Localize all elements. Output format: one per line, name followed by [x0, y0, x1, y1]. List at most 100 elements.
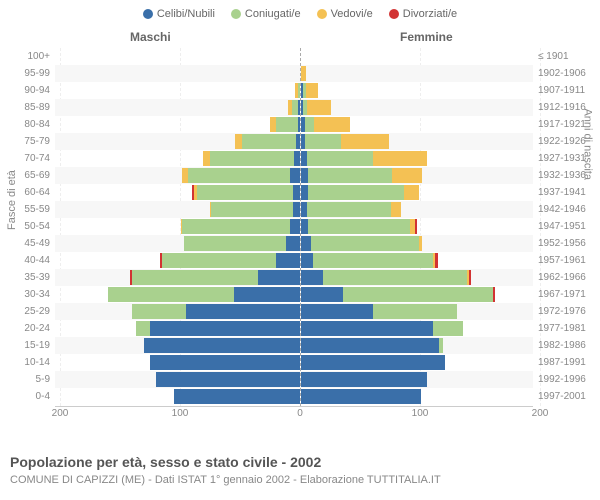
x-tick: 200 [532, 408, 549, 419]
x-tick: 0 [297, 408, 303, 419]
bar-segment [305, 134, 341, 149]
legend-label: Divorziati/e [403, 8, 457, 20]
legend-swatch [143, 9, 153, 19]
age-label: 45-49 [0, 235, 50, 252]
legend-item: Divorziati/e [389, 8, 457, 20]
bar-female [301, 372, 427, 387]
bar-segment [469, 270, 471, 285]
legend-swatch [231, 9, 241, 19]
bar-male [192, 185, 300, 200]
bar-female [301, 304, 457, 319]
bar-male [132, 304, 300, 319]
bar-female [301, 389, 421, 404]
bar-segment [156, 372, 300, 387]
bar-male [181, 219, 300, 234]
bar-segment [404, 185, 418, 200]
bar-segment [184, 236, 286, 251]
bar-segment [307, 202, 391, 217]
bar-segment [306, 83, 318, 98]
bar-segment [197, 185, 293, 200]
birth-label: 1997-2001 [538, 388, 600, 405]
birth-label: 1952-1956 [538, 235, 600, 252]
bar-female [301, 100, 331, 115]
legend-label: Vedovi/e [331, 8, 373, 20]
bar-female [301, 287, 495, 302]
chart-subtitle: COMUNE DI CAPIZZI (ME) - Dati ISTAT 1° g… [10, 474, 441, 486]
bar-male [203, 151, 300, 166]
legend-label: Celibi/Nubili [157, 8, 215, 20]
bar-segment [308, 219, 410, 234]
age-label: 40-44 [0, 252, 50, 269]
birth-label: 1917-1921 [538, 116, 600, 133]
bar-female [301, 270, 471, 285]
bar-male [210, 202, 300, 217]
bar-male [156, 372, 300, 387]
age-label: 20-24 [0, 320, 50, 337]
bar-male [144, 338, 300, 353]
birth-label: 1962-1966 [538, 269, 600, 286]
bar-segment [307, 151, 373, 166]
legend-item: Vedovi/e [317, 8, 373, 20]
bar-segment [301, 355, 445, 370]
age-label: 25-29 [0, 303, 50, 320]
x-tick: 100 [412, 408, 429, 419]
bar-male [174, 389, 300, 404]
bar-segment [301, 338, 439, 353]
bar-segment [186, 304, 300, 319]
birth-label: 1942-1946 [538, 201, 600, 218]
bar-female [301, 355, 445, 370]
legend-swatch [389, 9, 399, 19]
bar-segment [419, 236, 423, 251]
birth-label: 1987-1991 [538, 354, 600, 371]
birth-label: 1972-1976 [538, 303, 600, 320]
bar-segment [493, 287, 495, 302]
bar-male [184, 236, 300, 251]
birth-label: 1912-1916 [538, 99, 600, 116]
bar-segment [301, 304, 373, 319]
bar-segment [162, 253, 276, 268]
bar-male [270, 117, 300, 132]
age-label: 65-69 [0, 167, 50, 184]
bar-segment [132, 304, 186, 319]
x-axis: 2001000100200 [0, 408, 600, 424]
bar-segment [343, 287, 493, 302]
bar-male [288, 100, 300, 115]
bar-segment [308, 168, 392, 183]
bar-segment [286, 236, 300, 251]
legend-item: Celibi/Nubili [143, 8, 215, 20]
legend-swatch [317, 9, 327, 19]
bar-segment [307, 100, 331, 115]
bar-female [301, 83, 318, 98]
chart-title: Popolazione per età, sesso e stato civil… [10, 454, 321, 470]
bar-segment [258, 270, 300, 285]
age-label: 5-9 [0, 371, 50, 388]
label-females: Femmine [400, 30, 453, 44]
age-label: 30-34 [0, 286, 50, 303]
bar-segment [439, 338, 443, 353]
bar-male [130, 270, 300, 285]
birth-label: 1947-1951 [538, 218, 600, 235]
birth-label: 1957-1961 [538, 252, 600, 269]
bar-segment [182, 219, 290, 234]
age-label: 70-74 [0, 150, 50, 167]
birth-label: 1992-1996 [538, 371, 600, 388]
bar-segment [391, 202, 401, 217]
bar-segment [301, 219, 308, 234]
bar-female [301, 134, 389, 149]
age-label: 60-64 [0, 184, 50, 201]
x-tick: 200 [52, 408, 69, 419]
birth-label: 1982-1986 [538, 337, 600, 354]
bar-male [150, 355, 300, 370]
bar-segment [373, 304, 457, 319]
bar-segment [293, 202, 300, 217]
bar-male [235, 134, 300, 149]
birth-label: 1932-1936 [538, 167, 600, 184]
age-label: 35-39 [0, 269, 50, 286]
bar-segment [373, 151, 427, 166]
bar-segment [341, 134, 389, 149]
age-label: 100+ [0, 48, 50, 65]
bar-segment [150, 355, 300, 370]
bar-segment [276, 253, 300, 268]
bar-male [182, 168, 300, 183]
bar-segment [174, 389, 300, 404]
